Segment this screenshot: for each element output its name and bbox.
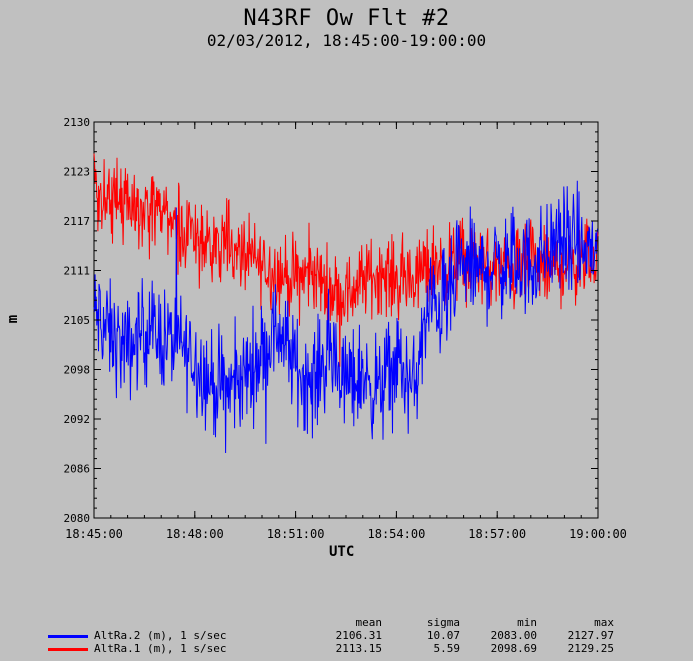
x-axis: 18:45:00 18:48:00 18:51:00 18:54:00 18:57:00… <box>65 122 627 541</box>
legend-row-series-0: AltRa.2 (m), 1 s/sec 2106.31 10.07 2083.… <box>48 629 614 642</box>
legend-mean: 2113.15 <box>335 642 382 655</box>
legend-header-row: mean sigma min max <box>48 616 615 629</box>
y-tick-label: 2117 <box>64 215 91 228</box>
y-tick-label: 2123 <box>64 166 91 179</box>
legend-row-series-1: AltRa.1 (m), 1 s/sec 2113.15 5.59 2098.6… <box>48 642 614 655</box>
legend-series-name: AltRa.2 (m), 1 s/sec <box>94 629 227 642</box>
x-tick-label: 18:48:00 <box>166 527 224 541</box>
legend-header-sigma: sigma <box>426 616 460 629</box>
y-tick-label: 2092 <box>64 413 91 426</box>
legend-series-name: AltRa.1 (m), 1 s/sec <box>94 642 227 655</box>
legend-swatch-blue <box>48 634 88 638</box>
x-tick-label: 18:57:00 <box>468 527 526 541</box>
x-tick-label: 18:54:00 <box>368 527 426 541</box>
legend-mean: 2106.31 <box>335 629 382 642</box>
x-axis-label: UTC <box>329 544 355 560</box>
y-tick-label: 2098 <box>64 364 91 377</box>
legend-swatch-red <box>48 647 88 651</box>
legend-header-min: min <box>517 616 537 629</box>
chart-title: N43RF Ow Flt #2 <box>243 6 450 31</box>
y-axis-label: m <box>5 314 22 324</box>
y-tick-label: 2130 <box>64 116 91 129</box>
legend-stats-table: mean sigma min max AltRa.2 (m), 1 s/sec … <box>48 616 614 655</box>
chart-subtitle: 02/03/2012, 18:45:00-19:00:00 <box>206 31 487 50</box>
legend-sigma: 10.07 <box>426 629 460 642</box>
legend-max: 2129.25 <box>567 642 614 655</box>
legend-min: 2098.69 <box>490 642 537 655</box>
y-tick-label: 2080 <box>64 512 91 525</box>
y-tick-label: 2111 <box>64 265 91 278</box>
legend-min: 2083.00 <box>490 629 537 642</box>
legend-header-max: max <box>594 616 614 629</box>
series-line-altra2 <box>93 180 599 454</box>
legend-header-mean: mean <box>355 616 383 629</box>
legend-sigma: 5.59 <box>433 642 461 655</box>
series-layer <box>93 153 599 454</box>
x-tick-label: 18:51:00 <box>267 527 325 541</box>
legend-max: 2127.97 <box>567 629 614 642</box>
series-line-altra1 <box>93 153 599 367</box>
x-tick-label: 18:45:00 <box>65 527 123 541</box>
x-tick-label: 19:00:00 <box>569 527 627 541</box>
y-tick-label: 2105 <box>64 314 91 327</box>
y-axis: 2080 2086 2092 2098 2105 2111 2117 2123 2130 <box>64 116 598 525</box>
y-tick-label: 2086 <box>64 463 91 476</box>
